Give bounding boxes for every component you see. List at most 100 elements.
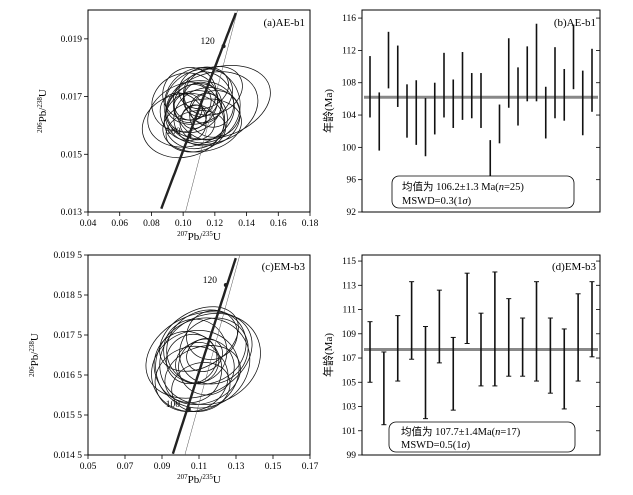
stats-box-d xyxy=(388,421,576,453)
error-ellipse xyxy=(182,81,219,118)
y-tick-label: 0.019 xyxy=(61,35,83,45)
y-tick-label: 0.015 5 xyxy=(54,411,83,421)
y-tick-label: 0.015 xyxy=(61,150,83,160)
age-marker xyxy=(187,133,192,138)
error-ellipse xyxy=(159,92,207,142)
reference-line xyxy=(185,9,238,213)
plot-frame-d xyxy=(361,254,601,456)
x-tick-label: 0.17 xyxy=(302,462,319,472)
mean-text-d: 均值为 107.7±1.4Ma(n=17) xyxy=(401,425,521,438)
error-ellipse xyxy=(166,309,247,385)
y-tick-label: 92 xyxy=(347,208,357,218)
y-tick-label: 0.018 5 xyxy=(54,291,83,301)
plot-frame-b xyxy=(361,9,601,213)
panel-label-a: (a)AE-b1 xyxy=(263,17,305,29)
error-ellipse xyxy=(183,66,243,116)
x-tick-label: 0.06 xyxy=(111,219,128,229)
error-ellipse xyxy=(189,90,241,138)
plot-frame-c xyxy=(87,254,311,456)
age-marker xyxy=(186,407,191,411)
panel-label-c: (c)EM-b3 xyxy=(262,261,306,273)
age-marker xyxy=(223,283,228,287)
error-ellipse xyxy=(151,329,240,413)
y-tick-label: 111 xyxy=(342,306,356,316)
age-bar-panel-d: (d)EM-b3 年龄(Ma) 99 101 103 105 107 109 111 113 1… xyxy=(321,254,601,461)
y-tick-label: 0.013 xyxy=(61,208,83,218)
error-ellipse xyxy=(163,318,228,384)
y-tick-label: 0.014 5 xyxy=(54,451,83,461)
error-ellipse xyxy=(165,65,271,140)
stats-box-b xyxy=(391,175,575,209)
error-ellipse xyxy=(175,341,220,385)
x-tick-label: 0.18 xyxy=(302,219,319,229)
error-ellipse xyxy=(162,98,242,153)
age-bar-panel-b: (b)AE-b1 年龄(Ma) 92 96 100 104 108 112 116 均值为 … xyxy=(321,9,601,218)
concordia-panel-c: (c)EM-b3 0.05 0.07 0.09 0.11 0.13 0.15 0.17 0.0… xyxy=(28,251,319,486)
y-axis-label-c: 206Pb/238U xyxy=(28,333,41,377)
age-marker-label: 120 xyxy=(200,37,215,47)
age-marker xyxy=(221,44,226,49)
error-ellipse xyxy=(153,331,223,403)
x-tick-label: 0.04 xyxy=(80,219,97,229)
plot-frame-a xyxy=(87,9,311,213)
x-tick-label: 0.05 xyxy=(80,462,97,472)
error-ellipse xyxy=(165,110,226,153)
mean-text-b: 均值为 106.2±1.3 Ma(n=25) xyxy=(402,180,524,193)
x-tick-label: 0.09 xyxy=(154,462,171,472)
age-marker-label: 100 xyxy=(166,127,181,137)
y-tick-label: 100 xyxy=(342,143,357,153)
error-ellipse xyxy=(181,104,208,129)
reference-line xyxy=(184,254,241,456)
y-tick-label: 99 xyxy=(347,451,357,461)
error-ellipse xyxy=(164,345,241,405)
x-tick-label: 0.11 xyxy=(191,462,208,472)
y-tick-label: 115 xyxy=(342,257,356,267)
y-axis-label-a: 206Pb/238U xyxy=(36,89,49,133)
y-tick-label: 105 xyxy=(342,378,357,388)
y-axis-label-d: 年龄(Ma) xyxy=(321,333,335,377)
error-ellipse xyxy=(182,71,235,128)
y-tick-label: 112 xyxy=(342,46,356,56)
y-tick-label: 103 xyxy=(342,403,357,413)
panel-label-d: (d)EM-b3 xyxy=(552,261,596,273)
y-axis-label-b: 年龄(Ma) xyxy=(321,89,335,133)
y-tick-label: 108 xyxy=(342,79,357,89)
error-ellipse xyxy=(179,317,249,385)
x-tick-label: 0.12 xyxy=(207,219,224,229)
error-ellipse xyxy=(189,92,222,124)
error-ellipse xyxy=(178,338,235,396)
concordia-panel-a: (a)AE-b1 0.04 0.06 0.08 0.10 0.12 0.14 0.16 0.1… xyxy=(36,9,319,243)
x-tick-label: 0.07 xyxy=(117,462,134,472)
mswd-text-d: MSWD=0.5(1σ) xyxy=(401,440,471,451)
error-ellipse xyxy=(178,66,229,110)
error-ellipse xyxy=(173,87,241,147)
x-tick-label: 0.15 xyxy=(265,462,282,472)
y-tick-label: 0.017 xyxy=(61,93,83,103)
y-tick-label: 113 xyxy=(342,281,356,291)
error-ellipse xyxy=(186,338,223,372)
error-ellipse xyxy=(145,311,253,399)
panel-label-b: (b)AE-b1 xyxy=(554,17,596,29)
error-ellipse xyxy=(171,362,231,412)
x-tick-label: 0.13 xyxy=(228,462,245,472)
age-marker-label: 120 xyxy=(203,276,218,286)
y-tick-label: 0.019 5 xyxy=(54,251,83,261)
concordia-curve xyxy=(171,257,237,455)
x-tick-label: 0.14 xyxy=(238,219,255,229)
x-tick-label: 0.08 xyxy=(143,219,160,229)
y-tick-label: 101 xyxy=(342,427,357,437)
mswd-text-b: MSWD=0.3(1σ) xyxy=(402,196,472,207)
y-tick-label: 107 xyxy=(342,354,357,364)
error-ellipse xyxy=(154,346,229,412)
error-ellipse xyxy=(173,93,203,123)
y-tick-label: 96 xyxy=(347,176,357,186)
x-tick-label: 0.16 xyxy=(270,219,287,229)
y-tick-label: 109 xyxy=(342,330,357,340)
y-tick-label: 0.017 5 xyxy=(54,331,83,341)
age-marker-label: 100 xyxy=(166,400,181,410)
y-tick-label: 0.016 5 xyxy=(54,371,83,381)
x-tick-label: 0.10 xyxy=(175,219,192,229)
y-tick-label: 116 xyxy=(342,14,356,24)
x-axis-label-a: 207Pb/235U xyxy=(177,230,221,243)
